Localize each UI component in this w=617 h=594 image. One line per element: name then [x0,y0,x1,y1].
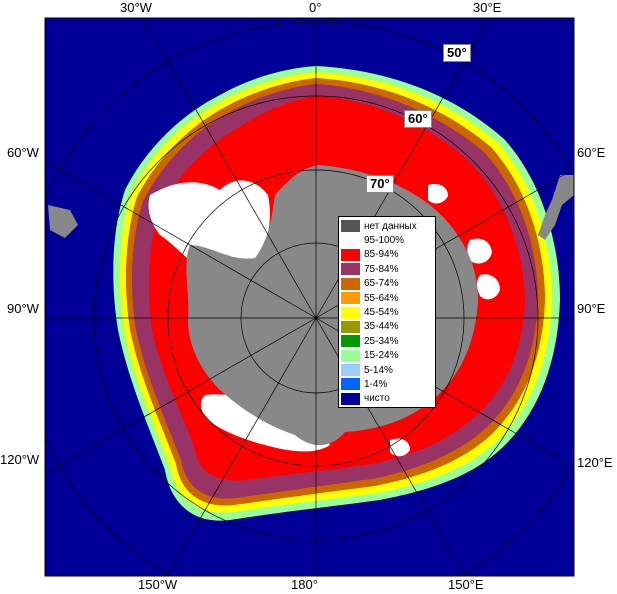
lon-label-60e: 60°E [577,145,606,160]
legend-swatch [341,277,360,290]
map-frame [44,17,575,577]
legend-item: 95-100% [341,233,433,247]
lat-label-70: 70° [366,175,394,193]
legend-swatch [341,335,360,348]
legend-item: чисто [341,392,433,406]
lon-label-60w: 60°W [7,145,39,160]
lat-label-50: 50° [443,44,471,62]
legend-label: нет данных [364,220,417,232]
legend-label: 35-44% [364,321,399,333]
legend-swatch [341,263,360,276]
legend-item: 45-54% [341,305,433,319]
legend-label: 85-94% [364,249,399,261]
lon-label-120w: 120°W [0,452,40,467]
legend-item: 1-4% [341,377,433,391]
legend-swatch [341,306,360,319]
ice-patch-east [467,238,492,264]
legend-swatch [341,220,360,233]
lon-label-120e: 120°E [577,455,613,470]
lat-label-60: 60° [404,110,432,128]
legend-item: 75-84% [341,262,433,276]
legend-swatch [341,349,360,362]
legend-item: 55-64% [341,291,433,305]
legend-item: 15-24% [341,349,433,363]
legend-item: 85-94% [341,248,433,262]
legend-swatch [341,234,360,247]
no-data-patch-east [538,175,574,240]
legend-item: 25-34% [341,334,433,348]
legend-swatch [341,248,360,261]
lon-label-90e: 90°E [577,301,606,316]
legend-label: 75-84% [364,263,399,275]
legend-label: 15-24% [364,350,399,362]
lon-label-0-top: 0° [309,0,322,15]
legend-item: 35-44% [341,320,433,334]
legend-label: 95-100% [364,235,405,247]
legend-swatch [341,320,360,333]
legend-swatch [341,292,360,305]
legend-item: 65-74% [341,277,433,291]
ice-patch-east2 [477,274,500,300]
lon-label-150w: 150°W [138,577,178,592]
legend-swatch [341,392,360,405]
ice-patch-weddell [148,180,270,270]
lon-label-90w: 90°W [7,301,39,316]
legend-label: 5-14% [364,364,393,376]
legend-swatch [341,364,360,377]
legend: нет данных 95-100% 85-94% 75-84% 65-74% … [338,216,436,409]
legend-item: 5-14% [341,363,433,377]
legend-label: 1-4% [364,378,388,390]
lon-label-30w-top: 30°W [120,0,152,15]
legend-label: 65-74% [364,278,399,290]
lon-label-180: 180° [291,577,318,592]
legend-label: 55-64% [364,292,399,304]
lon-label-30e-top: 30°E [473,0,502,15]
legend-label: чисто [364,393,390,405]
legend-item: нет данных [341,219,433,233]
ice-patch-north [428,184,448,204]
legend-label: 45-54% [364,307,399,319]
legend-swatch [341,378,360,391]
no-data-patch-west [48,205,78,238]
lon-label-150e: 150°E [448,577,484,592]
legend-label: 25-34% [364,335,399,347]
